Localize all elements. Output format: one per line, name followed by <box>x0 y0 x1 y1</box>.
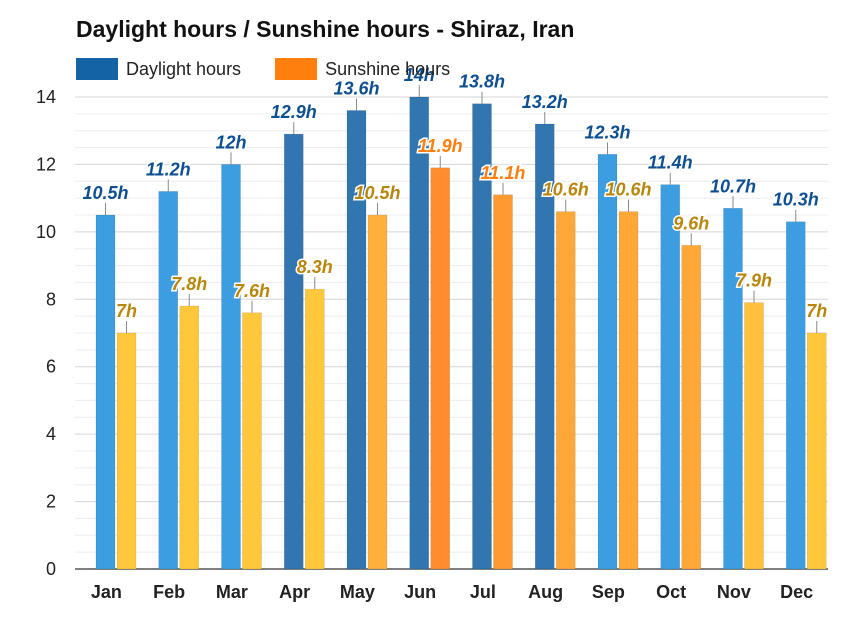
data-label-sunshine: 7h <box>806 301 827 321</box>
bar-daylight <box>158 191 179 570</box>
y-tick-label: 4 <box>46 424 56 444</box>
x-category-label: Apr <box>279 582 310 602</box>
data-label-sunshine: 10.6h <box>543 180 589 200</box>
data-label-daylight: 11.4h <box>648 153 693 173</box>
bar-daylight <box>346 110 367 570</box>
x-category-label: May <box>340 582 375 602</box>
x-category-label: Jan <box>91 582 122 602</box>
x-category-label: Feb <box>153 582 185 602</box>
y-tick-label: 0 <box>46 559 56 579</box>
data-label-daylight: 13.8h <box>459 72 505 92</box>
bar-sunshine <box>806 332 827 570</box>
bar-sunshine <box>304 288 325 570</box>
chart-title: Daylight hours / Sunshine hours - Shiraz… <box>76 16 575 42</box>
data-label-sunshine: 9.6h <box>673 213 709 233</box>
x-category-label: Mar <box>216 582 248 602</box>
data-label-daylight: 11.2h <box>146 159 191 179</box>
bar-daylight <box>221 164 241 570</box>
y-tick-label: 14 <box>36 87 56 107</box>
bar-sunshine <box>367 214 388 570</box>
bar-sunshine <box>681 245 702 570</box>
bar-sunshine <box>430 167 451 570</box>
bar-sunshine <box>242 312 262 570</box>
data-label-sunshine: 7.9h <box>736 271 772 291</box>
data-label-daylight: 12.3h <box>584 122 630 142</box>
x-category-label: Nov <box>717 582 751 602</box>
bar-daylight <box>723 207 743 570</box>
bar-sunshine <box>744 302 764 570</box>
data-label-sunshine: 10.6h <box>605 180 651 200</box>
y-tick-label: 12 <box>36 154 56 174</box>
y-tick-label: 10 <box>36 222 56 242</box>
bar-sunshine <box>116 332 137 570</box>
data-label-sunshine: 7.8h <box>171 274 207 294</box>
data-label-daylight: 13.2h <box>522 92 568 112</box>
bar-daylight <box>785 221 806 570</box>
data-label-daylight: 10.5h <box>82 183 128 203</box>
data-label-sunshine: 7h <box>116 301 137 321</box>
bar-sunshine <box>555 211 576 570</box>
data-label-sunshine: 7.6h <box>234 281 270 301</box>
x-category-label: Oct <box>656 582 686 602</box>
bar-daylight <box>597 154 618 570</box>
x-category-label: Jun <box>404 582 436 602</box>
data-label-daylight: 10.3h <box>773 190 819 210</box>
y-tick-label: 6 <box>46 357 56 377</box>
bar-daylight <box>409 96 430 570</box>
data-label-sunshine: 8.3h <box>297 257 333 277</box>
legend-swatch-daylight <box>76 58 118 80</box>
bar-sunshine <box>179 305 200 570</box>
data-label-sunshine: 11.9h <box>418 136 463 156</box>
bar-daylight <box>283 133 304 570</box>
data-label-daylight: 12.9h <box>271 102 317 122</box>
bar-sunshine <box>618 211 639 570</box>
x-category-label: Jul <box>470 582 496 602</box>
bar-daylight <box>660 184 681 570</box>
data-label-sunshine: 10.5h <box>354 183 400 203</box>
chart-legend: Daylight hours Sunshine hours <box>76 58 484 80</box>
y-tick-label: 2 <box>46 492 56 512</box>
data-label-daylight: 13.6h <box>333 78 379 98</box>
data-label-sunshine: 11.1h <box>481 163 526 183</box>
data-label-daylight: 14h <box>404 65 435 85</box>
legend-label-daylight: Daylight hours <box>126 58 242 79</box>
legend-label-sunshine: Sunshine hours <box>325 58 451 79</box>
data-label-daylight: 10.7h <box>710 176 756 196</box>
legend-item-sunshine[interactable]: Sunshine hours <box>275 58 450 80</box>
bar-sunshine <box>493 194 513 570</box>
x-category-label: Sep <box>592 582 625 602</box>
legend-item-daylight[interactable]: Daylight hours <box>76 58 241 80</box>
y-tick-label: 8 <box>46 289 56 309</box>
x-category-label: Dec <box>780 582 813 602</box>
legend-swatch-sunshine <box>275 58 318 80</box>
x-category-label: Aug <box>528 582 563 602</box>
bar-daylight <box>95 214 116 570</box>
data-label-daylight: 12h <box>215 132 246 152</box>
